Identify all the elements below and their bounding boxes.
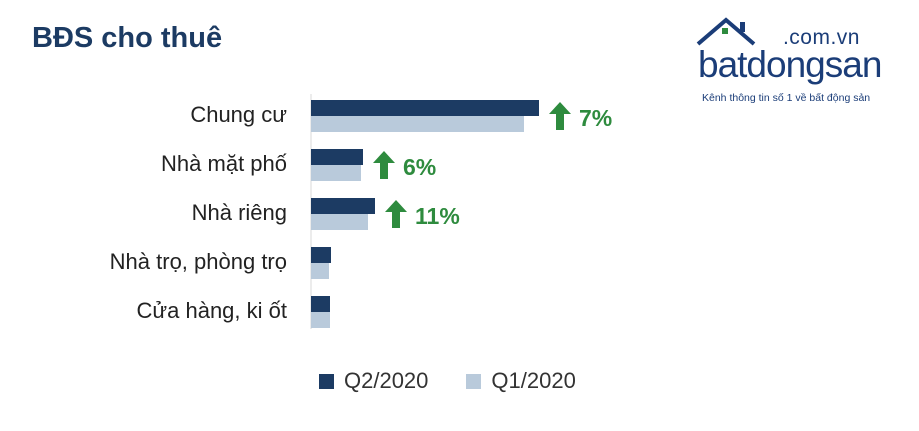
bar-q1	[311, 263, 329, 279]
category-label: Cửa hàng, ki ốt	[137, 298, 287, 323]
growth-label: 11%	[415, 203, 460, 229]
chart-legend: Q2/2020 Q1/2020	[319, 368, 614, 394]
bar-chart: Chung cư 7% Nhà mặt phố 6% Nhà riêng 11% Nhà t…	[110, 94, 612, 329]
bar-q2	[311, 198, 375, 214]
bar-q2	[311, 247, 331, 263]
category-label: Nhà mặt phố	[161, 151, 287, 176]
legend-label-q1: Q1/2020	[491, 368, 576, 393]
batdongsan-logo: .com.vn batdongsan Kênh thông tin số 1 v…	[688, 14, 888, 114]
legend-swatch-q1	[466, 373, 482, 389]
growth-label: 6%	[403, 154, 436, 180]
legend-label-q2: Q2/2020	[344, 368, 429, 393]
bar-q1	[311, 312, 330, 328]
logo-wordmark: batdongsan	[698, 44, 882, 85]
category-label: Nhà riêng	[192, 200, 287, 225]
category-label: Chung cư	[190, 102, 287, 127]
legend-item-q1: Q1/2020	[466, 368, 576, 394]
logo-domain: .com.vn	[782, 26, 860, 49]
bar-q2	[311, 100, 539, 116]
logo-slogan: Kênh thông tin số 1 về bất động sản	[702, 92, 871, 104]
bar-q1	[311, 165, 361, 181]
bar-q1	[311, 214, 368, 230]
category-label: Nhà trọ, phòng trọ	[110, 249, 287, 274]
up-arrow-icon	[373, 151, 395, 179]
legend-item-q2: Q2/2020	[319, 368, 428, 394]
house-logo-icon	[696, 17, 756, 46]
bar-q1	[311, 116, 524, 132]
bar-q2	[311, 296, 330, 312]
chart-title: BĐS cho thuê	[32, 22, 223, 54]
bar-q2	[311, 149, 363, 165]
legend-swatch-q2	[319, 373, 334, 389]
growth-label: 7%	[579, 105, 612, 131]
up-arrow-icon	[549, 102, 571, 130]
up-arrow-icon	[385, 200, 407, 228]
